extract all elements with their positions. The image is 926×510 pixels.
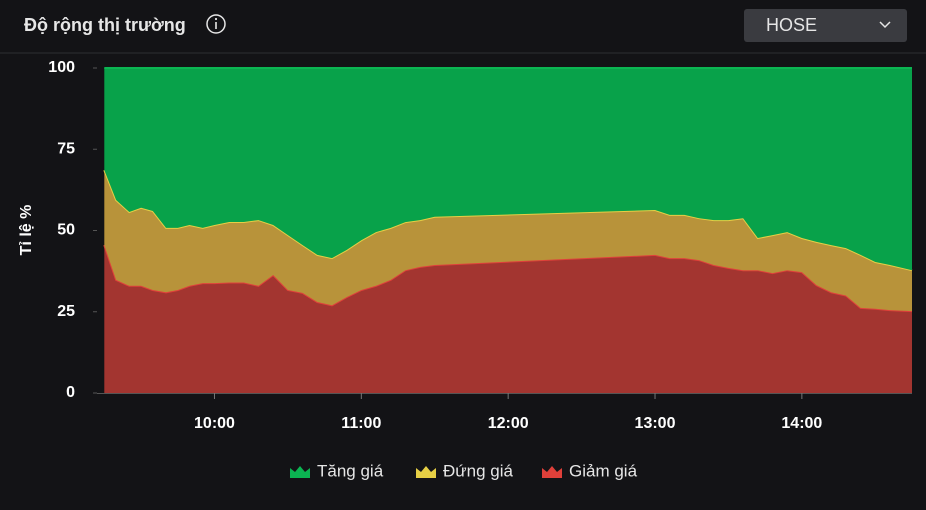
legend-label[interactable]: Đứng giá	[443, 461, 514, 480]
x-tick-label: 12:00	[488, 415, 529, 432]
legend-item[interactable]: Tăng giá	[290, 461, 384, 480]
widget-title: Độ rộng thị trường	[24, 15, 186, 35]
y-tick-label: 75	[57, 140, 75, 157]
area-band	[104, 245, 913, 393]
legend-label[interactable]: Giảm giá	[569, 461, 638, 480]
y-tick-label: 100	[48, 59, 75, 76]
legend-marker[interactable]	[416, 466, 436, 478]
legend-marker[interactable]	[542, 466, 562, 478]
x-tick-label: 10:00	[194, 415, 235, 432]
legend-item[interactable]: Đứng giá	[416, 461, 514, 480]
legend-marker[interactable]	[290, 466, 310, 478]
legend-item[interactable]: Giảm giá	[542, 461, 638, 480]
y-tick-label: 50	[57, 222, 75, 239]
legend-label[interactable]: Tăng giá	[317, 461, 384, 480]
y-tick-label: 0	[66, 384, 75, 401]
x-tick-label: 13:00	[635, 415, 676, 432]
x-tick-label: 14:00	[781, 415, 822, 432]
area-band	[104, 170, 913, 312]
x-tick-label: 11:00	[341, 415, 381, 432]
y-tick-label: 25	[57, 303, 75, 320]
dropdown-value[interactable]: HOSE	[766, 15, 817, 35]
info-icon[interactable]	[206, 14, 226, 34]
plot: 0 25 50 75 100 10:00 11:00 12:00 13:00 14:00 Tăng …	[48, 59, 913, 480]
y-axis-label: Tỉ lệ %	[18, 205, 35, 256]
exchange-dropdown[interactable]: HOSE	[744, 9, 907, 42]
area-band	[104, 68, 913, 271]
